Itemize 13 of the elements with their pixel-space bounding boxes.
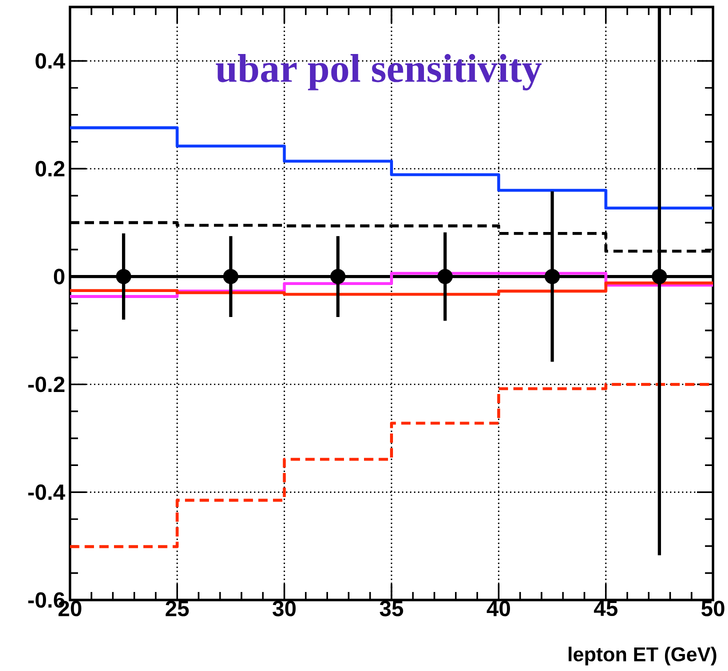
x-tick-label: 35 xyxy=(380,600,404,616)
x-tick-label: 25 xyxy=(166,600,189,616)
y-tick-label: 0.2 xyxy=(36,160,64,177)
y-tick-label: -0.4 xyxy=(28,484,66,500)
x-tick-label: 30 xyxy=(272,600,296,616)
y-tick-label: 0 xyxy=(54,268,64,284)
x-tick-label: 45 xyxy=(594,600,618,616)
x-tick-label: 40 xyxy=(486,600,510,616)
y-tick-label: -0.2 xyxy=(28,376,64,392)
text: ubar pol sensitivity xyxy=(216,54,542,90)
x-tick-label: 50 xyxy=(701,600,724,616)
y-tick-label: 0.4 xyxy=(36,53,66,69)
x-axis-title: lepton ET (GeV) xyxy=(568,646,716,666)
